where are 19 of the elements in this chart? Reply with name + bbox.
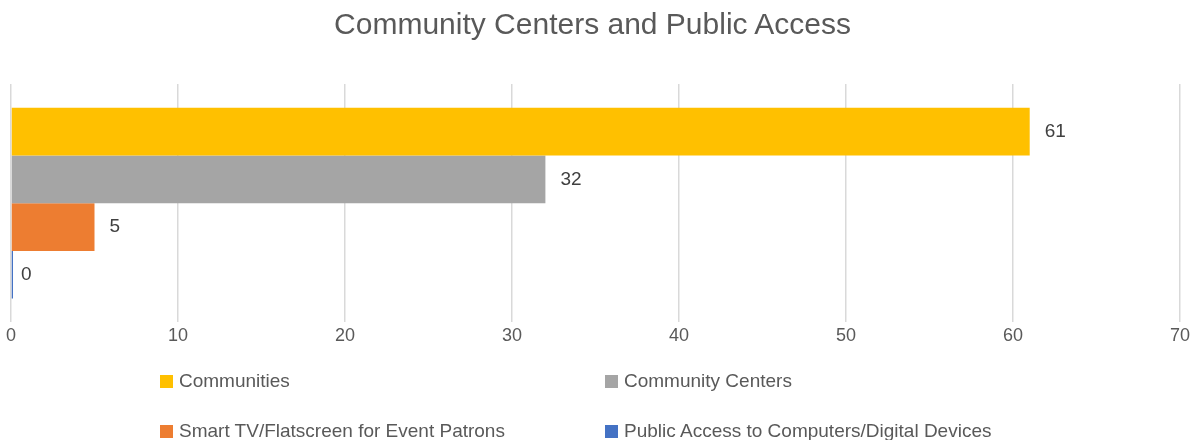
x-tick-label: 0 [5,325,17,346]
x-tick-label: 40 [668,325,690,346]
x-tick-label: 20 [334,325,356,346]
x-tick-label: 50 [835,325,857,346]
data-label: 32 [560,167,582,189]
x-tick-label: 70 [1169,325,1191,346]
data-label: 0 [21,262,32,284]
legend-label: Smart TV/Flatscreen for Event Patrons [179,420,505,440]
x-tick-label: 60 [1002,325,1024,346]
legend-label: Communities [179,370,290,392]
bar [11,107,1030,156]
chart-title: Community Centers and Public Access [334,7,851,41]
bar [11,203,95,251]
data-label: 61 [1044,119,1066,141]
legend-label: Community Centers [624,370,792,392]
x-tick-label: 30 [501,325,523,346]
data-label: 5 [109,215,121,237]
x-tick-label: 10 [167,325,189,346]
bar [11,155,546,204]
